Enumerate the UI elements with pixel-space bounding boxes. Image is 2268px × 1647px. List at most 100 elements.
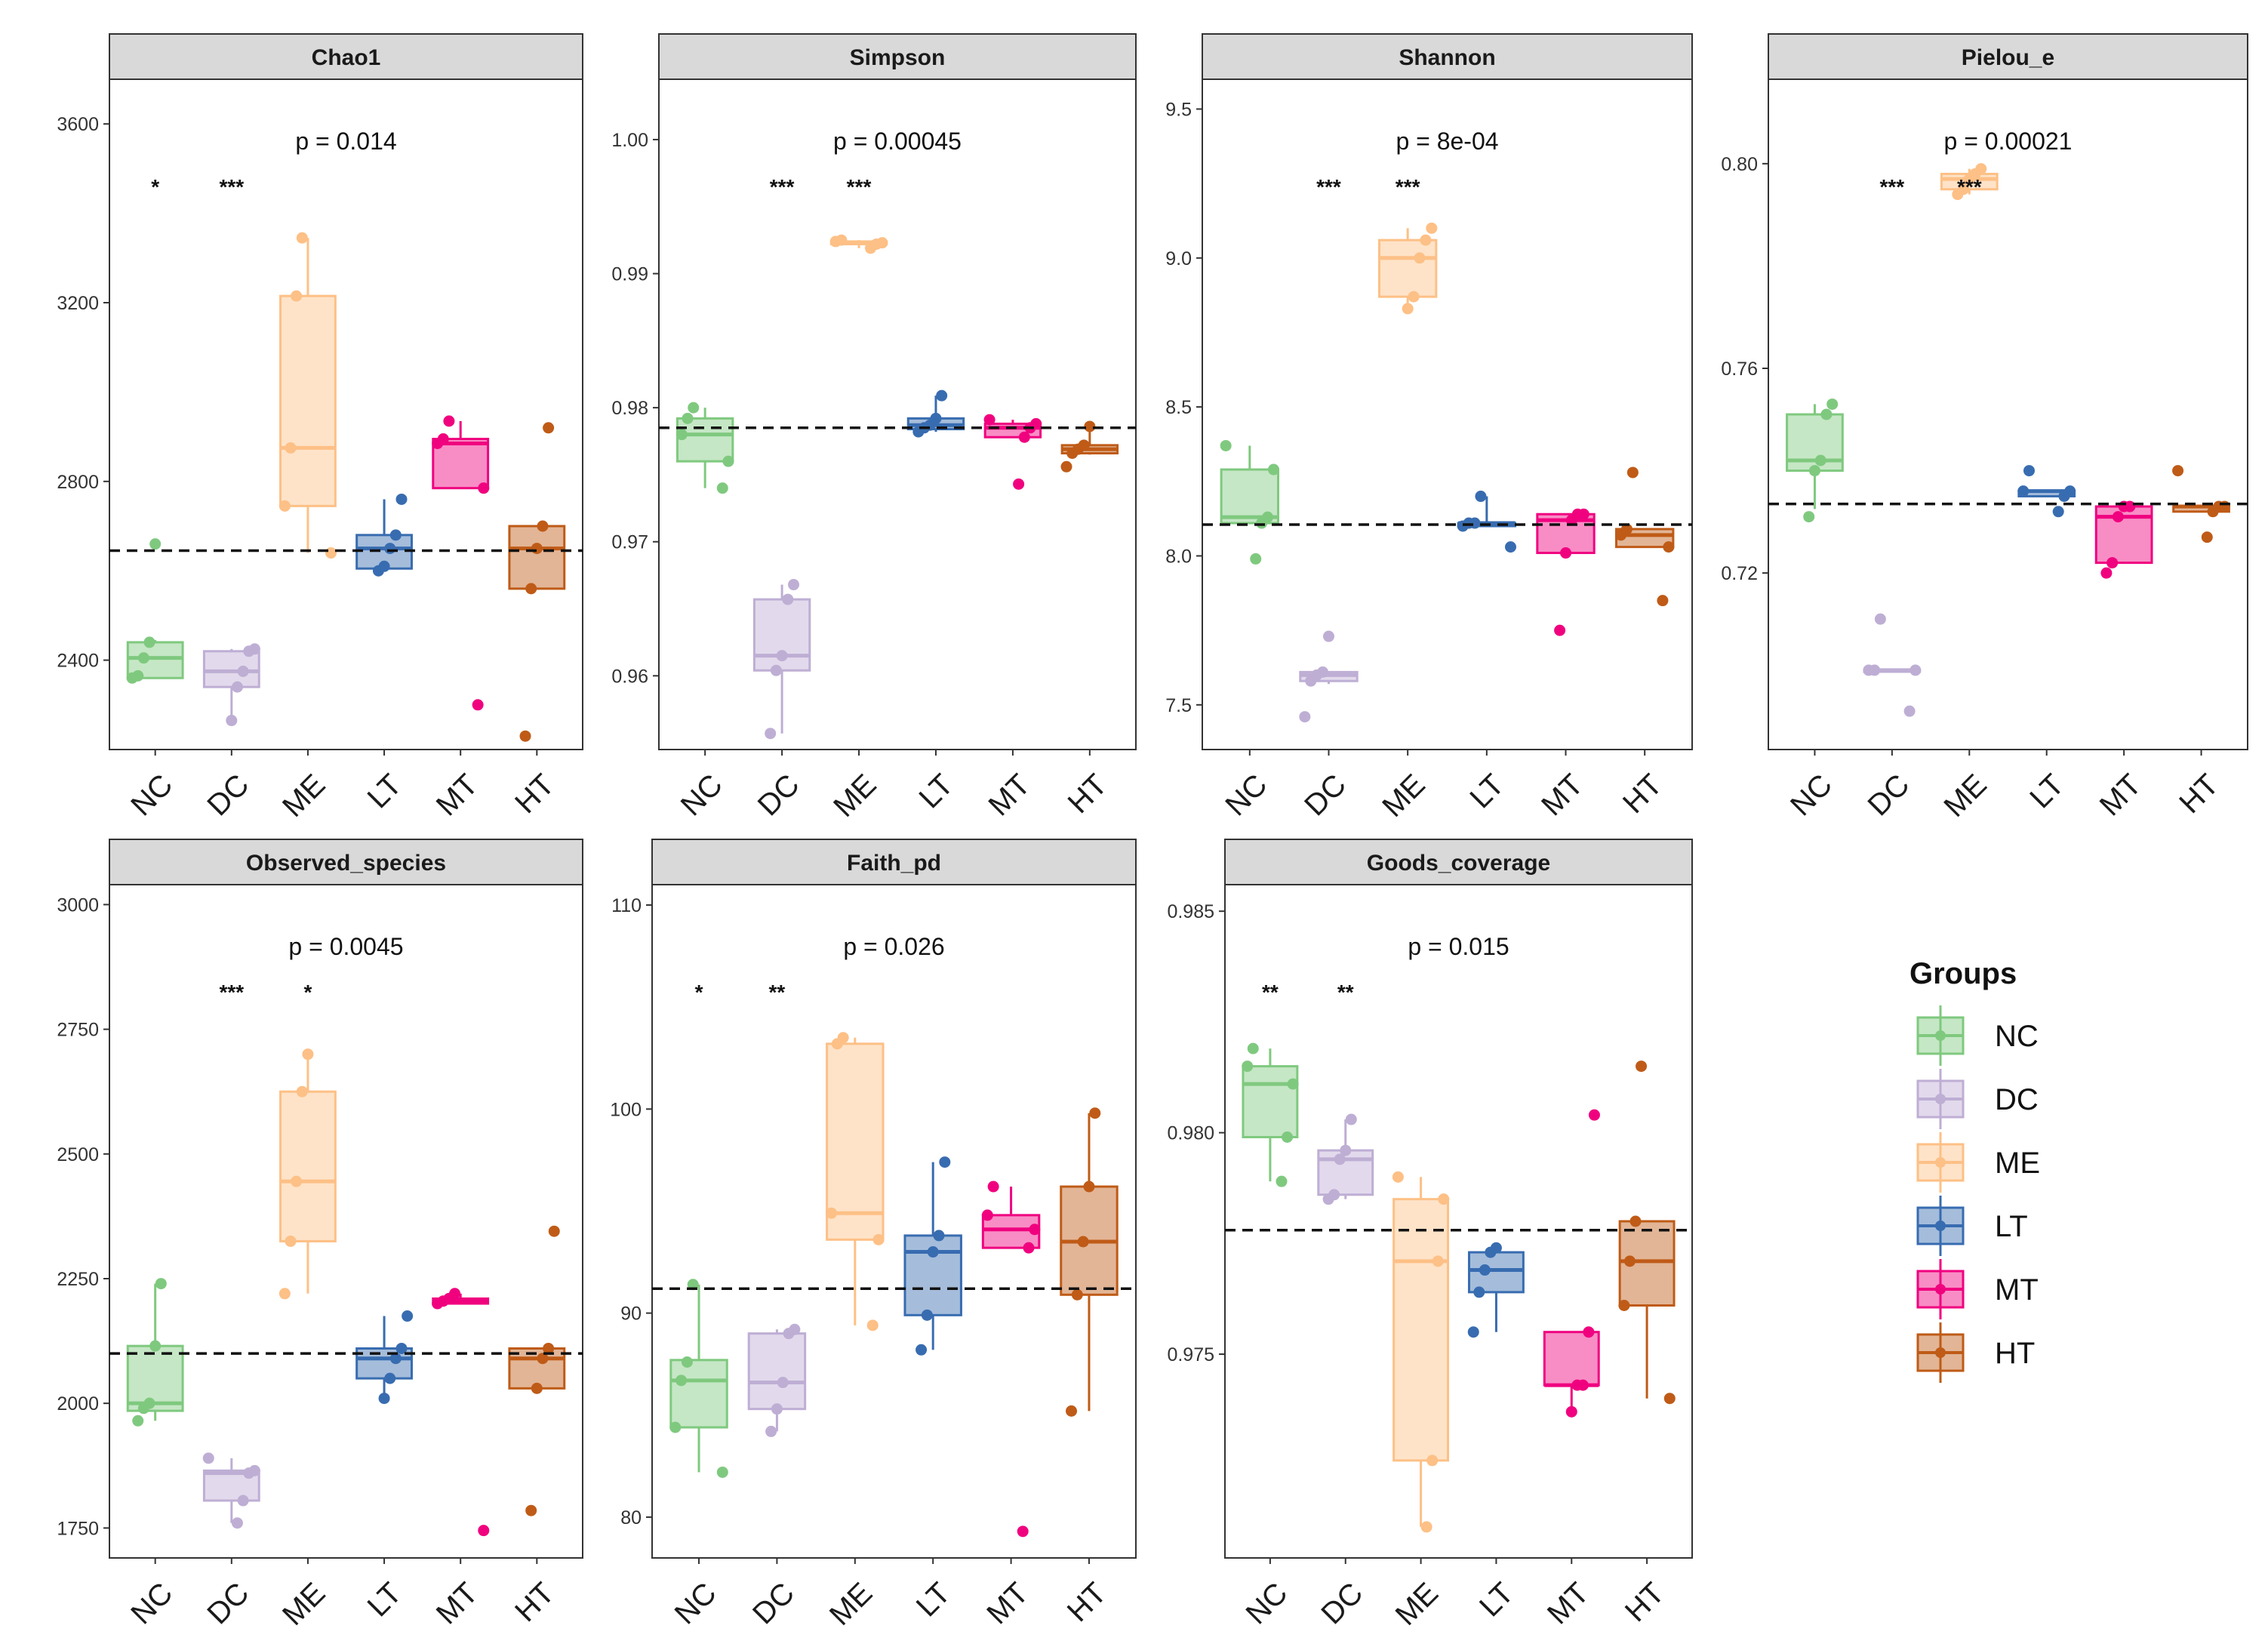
data-point	[1663, 541, 1675, 553]
y-tick-label: 80	[620, 1507, 642, 1528]
data-point	[531, 543, 543, 555]
p-value-pielou-e: p = 0.00021	[1944, 128, 2073, 155]
data-point	[378, 1393, 390, 1405]
legend: Groups NC DC ME LT MT HT	[1909, 957, 2040, 1383]
box-shannon-nc	[1220, 439, 1279, 565]
box-iqr	[1377, 239, 1438, 298]
box-pielou-e-dc	[1863, 613, 1922, 717]
data-point	[1577, 1379, 1589, 1391]
data-point	[543, 422, 555, 434]
panel-observed-species: Observed_species 1750 2000 2250 2500 2750 3000…	[57, 839, 583, 1632]
legend-key-point	[1935, 1030, 1946, 1041]
legend-label: HT	[1995, 1337, 2035, 1370]
legend-item-lt: LT	[1916, 1196, 2028, 1256]
data-point	[149, 538, 162, 550]
x-tick-label: LT	[362, 768, 408, 814]
data-point	[525, 1504, 537, 1516]
legend-item-nc: NC	[1916, 1005, 2039, 1066]
y-tick-label: 2250	[57, 1269, 99, 1290]
data-point	[776, 650, 788, 662]
y-tick-label: 2500	[57, 1144, 99, 1165]
box-simpson-nc	[675, 402, 734, 494]
y-tick-label: 0.80	[1721, 154, 1758, 175]
x-tick-label: NC	[669, 1576, 723, 1630]
y-tick-label: 2000	[57, 1393, 99, 1415]
y-tick-label: 8.0	[1165, 546, 1192, 567]
significance-me: ***	[1957, 175, 1982, 199]
data-point	[2064, 485, 2076, 497]
data-point	[2100, 567, 2113, 579]
box-iqr	[202, 1469, 260, 1502]
p-value-faith-pd: p = 0.026	[843, 933, 944, 960]
data-point	[1078, 439, 1090, 451]
box-observed-species-ht	[508, 1225, 566, 1516]
x-tick-label: HT	[1617, 768, 1669, 820]
data-point	[395, 493, 408, 505]
box-pielou-e-me	[1940, 163, 1999, 201]
data-point	[1250, 553, 1262, 565]
data-point	[835, 234, 848, 246]
y-tick-label: 7.5	[1165, 695, 1192, 716]
data-point	[291, 290, 303, 302]
data-point	[1060, 460, 1072, 473]
box-iqr	[752, 598, 811, 672]
data-point	[248, 1464, 260, 1476]
data-point	[1426, 222, 1438, 234]
data-point	[2201, 531, 2213, 543]
x-tick-label: MT	[1541, 1576, 1596, 1630]
data-point	[1629, 1215, 1642, 1227]
data-point	[1826, 398, 1839, 410]
data-point	[1565, 1405, 1577, 1418]
data-point	[2052, 506, 2064, 518]
data-point	[1588, 1109, 1600, 1121]
legend-item-mt: MT	[1916, 1259, 2039, 1319]
x-tick-label: HT	[509, 768, 561, 820]
box-iqr	[1467, 1251, 1525, 1294]
x-tick-label: HT	[2173, 768, 2225, 820]
box-goods-coverage-lt	[1467, 1242, 1525, 1338]
x-tick-label: ME	[1376, 768, 1432, 824]
box-chao1-me	[278, 232, 337, 559]
panel-strip-pielou-e	[1768, 33, 2248, 80]
data-point	[921, 1309, 933, 1321]
box-chao1-lt	[355, 493, 413, 577]
data-point	[449, 1288, 461, 1300]
data-point	[325, 547, 337, 559]
legend-key-point	[1935, 1221, 1946, 1231]
data-point	[137, 652, 149, 664]
data-point	[1626, 466, 1639, 479]
x-tick-label: MT	[2094, 768, 2148, 822]
data-point	[1018, 431, 1030, 443]
data-point	[155, 1278, 167, 1290]
data-point	[1420, 1521, 1433, 1533]
data-point	[936, 389, 948, 402]
y-tick-label: 0.975	[1167, 1344, 1214, 1365]
data-point	[1414, 252, 1426, 264]
panel-simpson: Simpson 0.96 0.97 0.98 0.99 1.00 p = 0.00045 **…	[611, 33, 1137, 824]
legend-label: DC	[1995, 1083, 2039, 1116]
data-point	[231, 681, 243, 693]
legend-title: Groups	[1909, 957, 2017, 990]
x-tick-label: MT	[430, 768, 485, 822]
plot-area-pielou-e	[1768, 79, 2248, 750]
significance-me: ***	[1396, 175, 1420, 199]
x-tick-label: NC	[1219, 768, 1273, 822]
box-iqr	[279, 1090, 337, 1242]
data-point	[384, 543, 396, 555]
box-simpson-dc	[752, 579, 811, 740]
data-point	[1017, 1525, 1029, 1538]
y-tick-label: 0.99	[611, 264, 648, 285]
y-tick-label: 2400	[57, 651, 99, 672]
data-point	[1473, 1286, 1485, 1298]
plot-area-faith-pd	[651, 884, 1137, 1559]
y-tick-label: 0.97	[611, 532, 648, 553]
data-point	[2106, 557, 2119, 569]
panel-pielou-e: Pielou_e 0.72 0.76 0.80 p = 0.00021 *** *** NC D…	[1721, 33, 2248, 824]
data-point	[1013, 478, 1025, 490]
significance-dc: ***	[219, 981, 244, 1004]
data-point	[237, 665, 249, 677]
box-observed-species-lt	[355, 1310, 414, 1405]
data-point	[675, 1375, 688, 1387]
data-point	[231, 1517, 243, 1529]
